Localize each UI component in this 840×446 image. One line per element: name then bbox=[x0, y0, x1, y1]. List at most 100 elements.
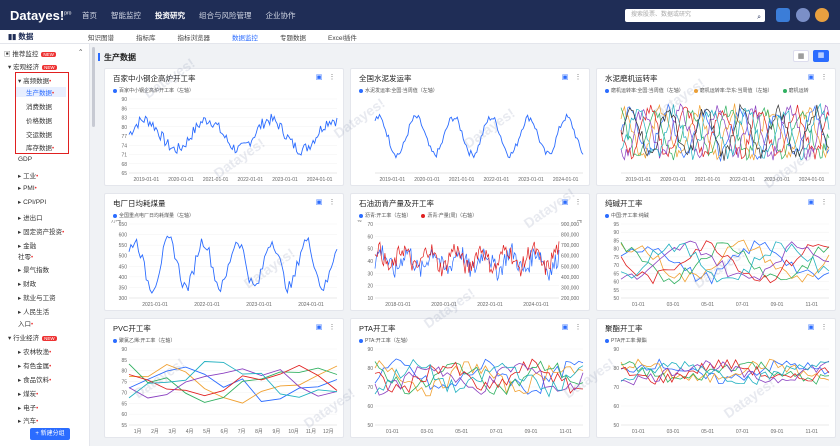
sidebar-item-food[interactable]: ▸ 食品饮料• bbox=[18, 377, 52, 384]
line-chart[interactable]: 50 60 70 80 90 01-01 03-01 05-01 07-01 09-01 11-01 bbox=[355, 345, 587, 435]
nav-enterprise-collab[interactable]: 企业协作 bbox=[265, 10, 296, 20]
sidebar-item-recommended[interactable]: ▣ 推荐监控 NEW ⌃ bbox=[4, 49, 84, 58]
chart-card[interactable]: 全国水泥发运率 ▣ ⋮ 水泥发运率:全国:当周值（左轴） 2019-01-01 2… bbox=[350, 68, 590, 186]
legend-item[interactable]: 磨机运转 bbox=[782, 87, 809, 94]
sidebar-item-cpi-ppi[interactable]: ▸ CPI/PPI bbox=[18, 199, 47, 206]
nav-home[interactable]: 首页 bbox=[82, 10, 97, 20]
more-icon[interactable]: ⋮ bbox=[820, 324, 828, 331]
sidebar-item-price[interactable]: 价格数据 bbox=[26, 118, 52, 125]
export-icon[interactable]: ▣ bbox=[315, 199, 323, 206]
chart-card[interactable]: 百家中小钢企高炉开工率 ▣ ⋮ 百家中小钢企高炉开工率（左轴） 65 68 71 74… bbox=[104, 68, 344, 186]
sidebar-item-prosperity[interactable]: ▸ 景气指数 bbox=[18, 267, 50, 274]
tab-indicator-library[interactable]: 指标库 bbox=[136, 34, 156, 42]
tab-topic-data[interactable]: 专题数据 bbox=[280, 34, 306, 42]
line-chart[interactable]: 300 350 400 450 500 550 600 650 2021-01-01 2022-0… bbox=[109, 220, 341, 308]
tab-indicator-browser[interactable]: 指标浏览器 bbox=[177, 34, 211, 42]
sidebar-item-auto[interactable]: ▸ 汽车• bbox=[18, 418, 39, 425]
export-icon[interactable]: ▣ bbox=[561, 324, 569, 331]
legend-item[interactable]: 中国:开工率:纯碱 bbox=[605, 212, 649, 219]
grid-view-large-icon[interactable]: ▦ bbox=[793, 50, 809, 62]
sidebar-item-industry-economy[interactable]: ▾ 行业经济 NEW bbox=[8, 335, 57, 342]
sidebar-item-coal[interactable]: ▸ 煤炭• bbox=[18, 391, 39, 398]
export-icon[interactable]: ▣ bbox=[807, 74, 815, 81]
sidebar-item-industry[interactable]: ▸ 工业• bbox=[18, 173, 39, 180]
sidebar-item-production[interactable]: 生产数据• bbox=[16, 87, 66, 97]
more-icon[interactable]: ⋮ bbox=[328, 199, 336, 206]
user-avatar[interactable] bbox=[815, 8, 829, 22]
sidebar-item-entry[interactable]: 入口• bbox=[18, 321, 34, 328]
line-chart[interactable]: 2019-01-01 2020-01-01 2021-01-01 2022-01-01… bbox=[355, 95, 587, 183]
line-chart[interactable]: 50 55 60 65 70 75 80 85 90 95 01-01 03-01 05-01 07-01… bbox=[601, 220, 833, 308]
sidebar-item-macro[interactable]: ▾ 宏观经济 NEW bbox=[8, 64, 57, 71]
more-icon[interactable]: ⋮ bbox=[820, 199, 828, 206]
line-chart[interactable]: 2019-01-01 2020-01-01 2021-01-01 2022-01-01… bbox=[601, 95, 833, 183]
datayes-logo[interactable]: Datayes!pro bbox=[10, 7, 72, 23]
legend-item[interactable]: 全国重点电厂日均耗煤量（左轴） bbox=[113, 212, 194, 219]
chart-card[interactable]: 石油沥青产量及开工率 ▣ ⋮ 沥青:开工率（左轴） 沥青:产量(周)（右轴） 10… bbox=[350, 193, 590, 311]
search-icon[interactable]: ⌕ bbox=[757, 14, 761, 21]
more-icon[interactable]: ⋮ bbox=[820, 74, 828, 81]
sidebar-item-inventory[interactable]: 库存数据• bbox=[26, 145, 55, 152]
tab-data-monitor[interactable]: 数据监控 bbox=[232, 34, 258, 42]
sidebar-item-fixed-asset[interactable]: ▸ 固定资产投资• bbox=[18, 229, 65, 236]
export-icon[interactable]: ▣ bbox=[561, 74, 569, 81]
sidebar-item-employment[interactable]: ▸ 就业与工资 bbox=[18, 295, 56, 302]
sidebar-item-pmi[interactable]: ▸ PMI• bbox=[18, 185, 37, 192]
avatar[interactable] bbox=[796, 8, 810, 22]
legend-item[interactable]: 百家中小钢企高炉开工率（左轴） bbox=[113, 87, 194, 94]
tab-excel-plugin[interactable]: Excel插件 bbox=[328, 34, 357, 42]
chart-card[interactable]: 纯碱开工率 ▣ ⋮ 中国:开工率:纯碱 50 55 60 65 70 75 80 85 90 95… bbox=[596, 193, 836, 311]
more-icon[interactable]: ⋮ bbox=[574, 199, 582, 206]
legend-item[interactable]: 沥青:产量(周)（右轴） bbox=[421, 212, 477, 219]
line-chart[interactable]: 50 60 70 80 90 01-01 03-01 05-01 07-01 09-01 11-01 bbox=[601, 345, 833, 435]
legend-item[interactable]: 沥青:开工率（左轴） bbox=[359, 212, 411, 219]
sidebar-item-high-freq[interactable]: ▾ 高频数据• bbox=[18, 78, 52, 85]
export-icon[interactable]: ▣ bbox=[807, 324, 815, 331]
nav-smart-monitor[interactable]: 智能监控 bbox=[111, 10, 141, 20]
y-right-tick-label: 700,000 bbox=[561, 243, 579, 249]
more-icon[interactable]: ⋮ bbox=[328, 324, 336, 331]
new-group-button[interactable]: + 新建分组 bbox=[30, 428, 70, 440]
more-icon[interactable]: ⋮ bbox=[328, 74, 336, 81]
legend-item[interactable]: 水泥发运率:全国:当周值（左轴） bbox=[359, 87, 438, 94]
sidebar-scrollbar[interactable] bbox=[92, 47, 95, 127]
chart-card[interactable]: PTA开工率 ▣ ⋮ PTA:开工率（左轴） 50 60 70 80 90 01-01 03… bbox=[350, 318, 590, 438]
legend-item[interactable]: 聚氯乙烯:开工率（左轴） bbox=[113, 337, 175, 344]
line-chart[interactable]: 65 68 71 74 77 80 83 86 90 2019-01-01 2020-01-01 20… bbox=[109, 95, 341, 183]
sidebar-item-finance[interactable]: ▸ 金融 bbox=[18, 243, 37, 250]
line-chart[interactable]: 55 60 65 70 75 80 85 90 1月 2月 3月 4月 5月 6月 7月 8月 9月 10月 11月… bbox=[109, 345, 341, 435]
x-tick-label: 11-01 bbox=[805, 302, 818, 308]
chart-card[interactable]: 聚酯开工率 ▣ ⋮ PTA开工率:聚酯 50 60 70 80 90 01-01 03-01… bbox=[596, 318, 836, 438]
export-icon[interactable]: ▣ bbox=[315, 324, 323, 331]
legend-item[interactable]: 磨机运转率:全国:当周值（左轴） bbox=[605, 87, 684, 94]
sidebar-item-social-retail[interactable]: 社零• bbox=[18, 254, 34, 261]
tab-knowledge-graph[interactable]: 知识图谱 bbox=[88, 34, 114, 42]
more-icon[interactable]: ⋮ bbox=[574, 324, 582, 331]
sidebar-item-living[interactable]: ▸ 人民生活 bbox=[18, 309, 50, 316]
export-icon[interactable]: ▣ bbox=[807, 199, 815, 206]
sidebar-item-transport[interactable]: 交运数据 bbox=[26, 132, 52, 139]
sidebar-item-trade[interactable]: ▸ 进出口 bbox=[18, 215, 43, 222]
chart-card[interactable]: PVC开工率 ▣ ⋮ 聚氯乙烯:开工率（左轴） 55 60 65 70 75 80 85 90… bbox=[104, 318, 344, 438]
chart-card[interactable]: 水泥磨机运转率 ▣ ⋮ 磨机运转率:全国:当周值（左轴） 磨机运转率:华东:当周值… bbox=[596, 68, 836, 186]
legend-item[interactable]: PTA开工率:聚酯 bbox=[605, 337, 647, 344]
sidebar-item-gdp[interactable]: GDP bbox=[18, 156, 33, 163]
sidebar-item-fiscal[interactable]: ▸ 财政 bbox=[18, 281, 37, 288]
line-chart[interactable]: 10 20 30 40 50 60 70 200,000 300,000 400,000 500,0… bbox=[355, 220, 587, 308]
sidebar-item-agriculture[interactable]: ▸ 农林牧渔• bbox=[18, 349, 52, 356]
search-input[interactable]: 搜索股票、数据或研究 ⌕ bbox=[625, 9, 765, 22]
nav-investment-research[interactable]: 投资研究 bbox=[155, 10, 185, 20]
chart-card[interactable]: 电厂日均耗煤量 ▣ ⋮ 全国重点电厂日均耗煤量（左轴） 300 350 400 450… bbox=[104, 193, 344, 311]
message-icon[interactable] bbox=[776, 8, 790, 22]
export-icon[interactable]: ▣ bbox=[315, 74, 323, 81]
chevron-up-icon[interactable]: ⌃ bbox=[78, 49, 84, 56]
export-icon[interactable]: ▣ bbox=[561, 199, 569, 206]
more-icon[interactable]: ⋮ bbox=[574, 74, 582, 81]
sidebar-item-electronics[interactable]: ▸ 电子• bbox=[18, 405, 39, 412]
legend-item[interactable]: 磨机运转率:华东:当周值（左轴） bbox=[693, 87, 773, 94]
sidebar-item-consumption[interactable]: 消费数据 bbox=[26, 104, 52, 111]
legend-item[interactable]: PTA:开工率（左轴） bbox=[359, 337, 411, 344]
sidebar-item-metals[interactable]: ▸ 有色金属• bbox=[18, 363, 52, 370]
grid-view-small-icon[interactable]: ▦ bbox=[813, 50, 829, 62]
nav-portfolio-risk[interactable]: 组合与风险管理 bbox=[199, 10, 252, 20]
